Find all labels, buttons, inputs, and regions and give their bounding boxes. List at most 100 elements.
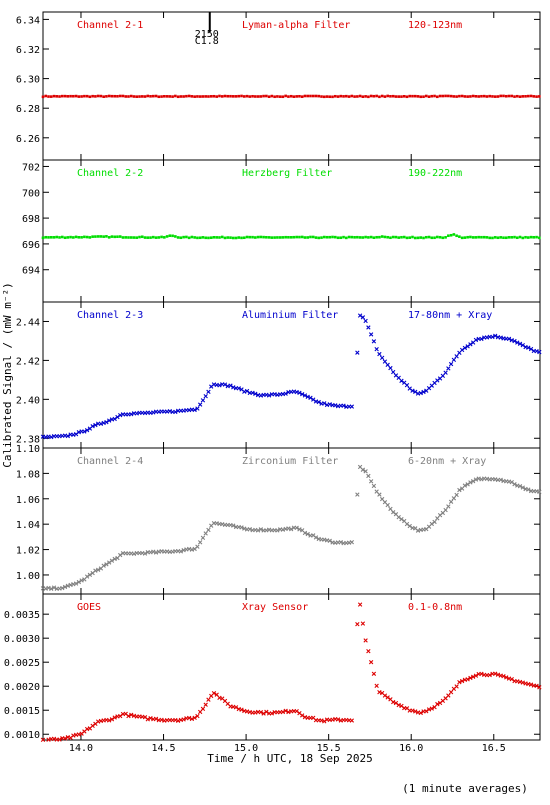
data-point <box>204 236 207 240</box>
data-point <box>101 563 106 568</box>
data-point <box>391 369 396 375</box>
data-point <box>502 94 505 98</box>
data-point <box>58 95 61 98</box>
data-point <box>518 235 522 239</box>
data-point <box>73 581 79 586</box>
data-point <box>537 685 542 690</box>
data-point <box>309 235 312 239</box>
data-point <box>173 409 178 415</box>
data-point <box>185 235 188 239</box>
data-point <box>197 540 203 545</box>
data-point <box>181 717 186 722</box>
data-point <box>466 235 469 239</box>
data-point <box>336 236 340 240</box>
data-point <box>477 235 480 239</box>
data-point <box>69 235 72 239</box>
data-point <box>451 357 457 363</box>
data-point <box>63 94 67 98</box>
data-point <box>261 711 266 716</box>
data-point <box>526 345 531 350</box>
data-point <box>93 568 98 573</box>
data-point <box>528 682 534 687</box>
data-point <box>201 95 205 98</box>
data-point <box>400 235 403 239</box>
data-point <box>427 95 431 98</box>
data-point <box>367 236 370 239</box>
data-point <box>200 398 206 403</box>
data-point <box>182 95 185 98</box>
data-point <box>203 531 208 536</box>
data-point <box>317 94 321 98</box>
y-axis-label: Calibrated Signal / (mW m⁻²) <box>1 282 14 467</box>
data-point <box>435 378 440 383</box>
data-point <box>233 705 239 710</box>
data-point <box>355 350 360 355</box>
data-point <box>495 672 501 677</box>
data-point <box>338 540 343 545</box>
data-point <box>176 95 180 99</box>
data-point <box>507 94 511 98</box>
data-point <box>383 235 387 239</box>
data-point <box>239 525 244 530</box>
data-point <box>149 236 152 239</box>
data-point <box>99 235 103 238</box>
data-point <box>132 95 136 98</box>
data-point <box>325 95 329 98</box>
data-point <box>269 711 275 716</box>
data-point <box>493 671 498 676</box>
data-point <box>91 94 94 98</box>
data-point <box>66 236 70 239</box>
data-point <box>212 94 216 98</box>
data-point <box>441 236 445 240</box>
data-point <box>193 236 196 239</box>
data-point <box>174 94 177 98</box>
y-tick-label: 2.44 <box>16 317 40 328</box>
data-point <box>121 236 125 239</box>
data-point <box>179 95 183 98</box>
data-point <box>358 236 362 239</box>
data-point <box>223 236 227 240</box>
y-tick-label: 0.0025 <box>4 658 40 669</box>
data-point <box>385 695 390 700</box>
data-point <box>87 572 93 578</box>
data-point <box>72 94 75 98</box>
data-point <box>480 235 483 239</box>
data-point <box>163 95 166 98</box>
data-point <box>383 95 387 98</box>
data-point <box>357 313 363 318</box>
data-point <box>303 236 307 239</box>
panel-3: 2.38 2.40 2.42 2.44 Channel 2-3 Aluminium Fil… <box>16 301 542 449</box>
data-point <box>335 717 341 722</box>
data-point <box>509 677 514 682</box>
data-point <box>396 702 401 708</box>
channel-label: Channel 2-1 <box>77 20 143 31</box>
data-point <box>419 236 423 239</box>
data-point <box>389 236 392 240</box>
data-point <box>366 473 371 479</box>
data-point <box>527 94 530 98</box>
data-point <box>129 236 133 239</box>
data-point <box>273 236 276 239</box>
data-series <box>40 464 542 591</box>
y-tick-label: 698 <box>22 214 40 225</box>
data-point <box>528 346 534 352</box>
data-point <box>388 506 393 512</box>
data-point <box>206 389 211 395</box>
y-tick-label: 6.26 <box>16 134 40 145</box>
data-point <box>77 236 81 239</box>
data-point <box>405 236 409 240</box>
channel-label: Channel 2-3 <box>77 310 143 321</box>
data-point <box>297 527 302 532</box>
data-point <box>504 675 509 680</box>
data-point <box>73 431 79 437</box>
data-point <box>242 236 246 240</box>
data-point <box>399 516 404 522</box>
data-point <box>488 236 492 240</box>
channel-label: GOES <box>77 602 101 613</box>
data-point <box>104 420 109 425</box>
data-point <box>512 338 517 344</box>
data-point <box>422 236 425 240</box>
data-point <box>240 236 243 240</box>
data-point <box>253 391 258 397</box>
